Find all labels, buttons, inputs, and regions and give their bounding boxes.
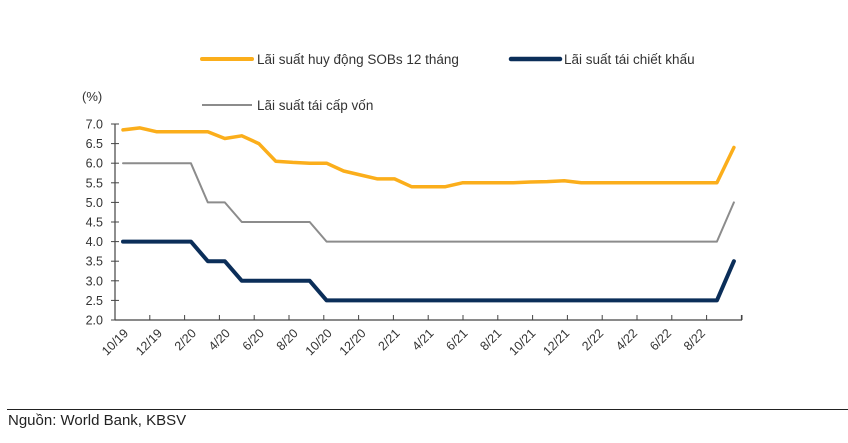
x-tick-label: 4/20 bbox=[206, 326, 233, 353]
axes: 7.06.56.05.55.04.54.03.53.02.52.010/19 12… bbox=[86, 118, 743, 358]
x-tick-label: 2/20 bbox=[172, 326, 199, 353]
y-tick-label: 3.5 bbox=[86, 255, 103, 269]
y-tick-label: 4.0 bbox=[86, 235, 103, 249]
x-tick-label: 4/21 bbox=[409, 326, 436, 353]
x-tick-label: 2/21 bbox=[376, 326, 403, 353]
x-tick-label: 10/19 bbox=[99, 326, 131, 358]
y-tick-label: 2.5 bbox=[86, 294, 103, 308]
legend-item-discount-rate: Lãi suất tái chiết khấu bbox=[508, 52, 695, 67]
series-line-discount-rate bbox=[121, 239, 736, 303]
y-tick-label: 5.0 bbox=[86, 196, 103, 210]
x-tick-label: 4/22 bbox=[613, 326, 640, 353]
x-tick-label: 8/21 bbox=[477, 326, 504, 353]
x-tick-label: 12/19 bbox=[133, 326, 165, 358]
series-line-deposit-rate bbox=[121, 126, 736, 189]
x-tick-label: 6/21 bbox=[443, 326, 470, 353]
legend-label-refinancing-rate: Lãi suất tái cấp vốn bbox=[257, 98, 373, 113]
footer-divider bbox=[7, 409, 848, 410]
legend-item-deposit-rate: Lãi suất huy động SOBs 12 tháng bbox=[200, 52, 459, 67]
y-axis-unit-label: (%) bbox=[82, 89, 102, 104]
x-tick-label: 12/20 bbox=[337, 326, 369, 358]
x-tick-label: 8/20 bbox=[274, 326, 301, 353]
x-tick-label: 6/22 bbox=[647, 326, 674, 353]
x-tick-label: 10/21 bbox=[506, 326, 538, 358]
y-tick-label: 5.5 bbox=[86, 176, 103, 190]
x-tick-label: 2/22 bbox=[579, 326, 606, 353]
series-line-refinancing-rate bbox=[122, 162, 735, 243]
legend-label-discount-rate: Lãi suất tái chiết khấu bbox=[564, 52, 695, 67]
x-tick-label: 10/20 bbox=[303, 326, 335, 358]
source-note: Nguồn: World Bank, KBSV bbox=[8, 412, 187, 429]
x-tick-label: 6/20 bbox=[240, 326, 267, 353]
y-tick-label: 6.0 bbox=[86, 157, 103, 171]
x-tick-label: 12/21 bbox=[540, 326, 572, 358]
y-tick-label: 4.5 bbox=[86, 216, 103, 230]
series-lines bbox=[121, 126, 736, 303]
y-tick-label: 7.0 bbox=[86, 118, 103, 132]
x-tick-label: 8/22 bbox=[681, 326, 708, 353]
y-tick-label: 6.5 bbox=[86, 137, 103, 151]
chart-legend: Lãi suất huy động SOBs 12 tháng Lãi suất… bbox=[200, 52, 695, 113]
y-tick-label: 2.0 bbox=[86, 314, 103, 328]
legend-label-deposit-rate: Lãi suất huy động SOBs 12 tháng bbox=[257, 52, 459, 67]
y-tick-label: 3.0 bbox=[86, 274, 103, 288]
legend-item-refinancing-rate: Lãi suất tái cấp vốn bbox=[202, 98, 373, 113]
